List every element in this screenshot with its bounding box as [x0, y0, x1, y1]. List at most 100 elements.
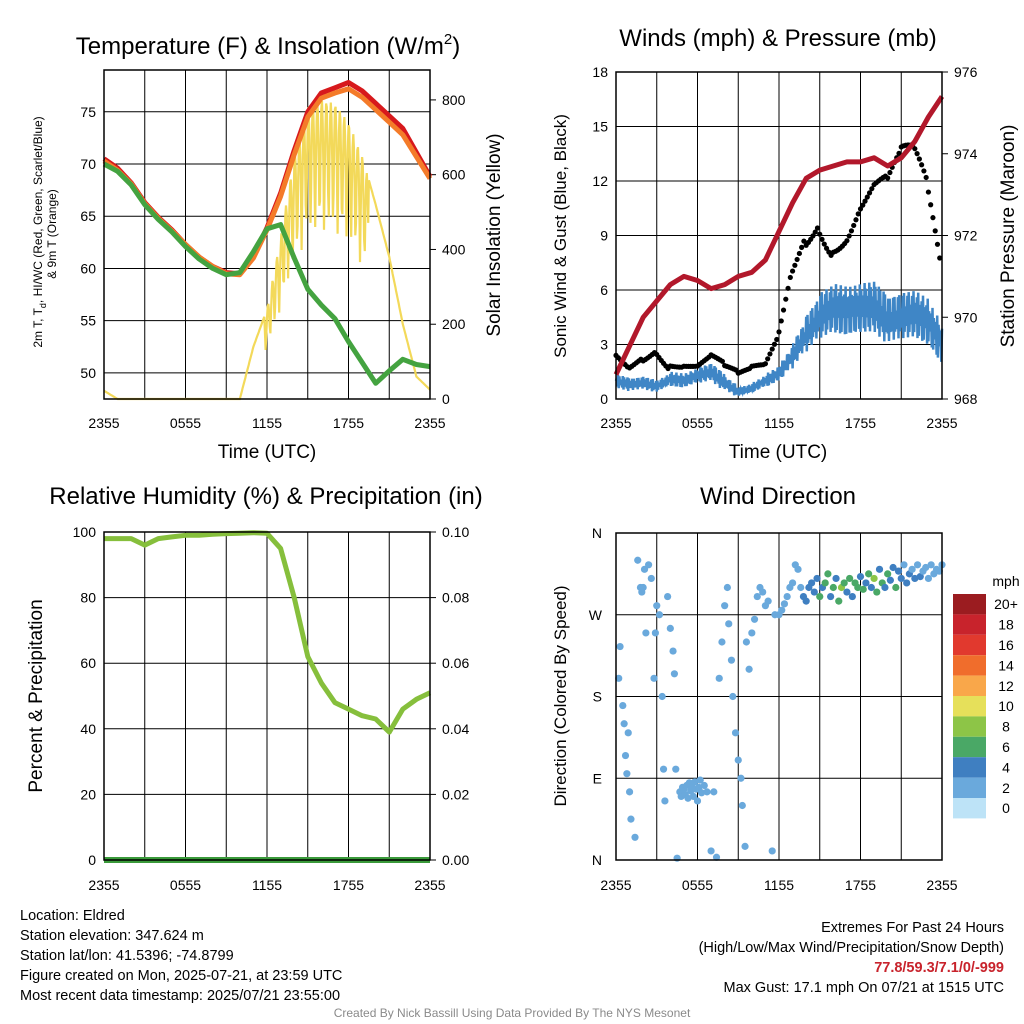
direction-point: [802, 597, 810, 605]
y-tick-label: 0: [600, 391, 608, 407]
direction-point: [862, 579, 870, 587]
direction-point: [639, 583, 647, 592]
y2-tick-label: 0.10: [442, 524, 469, 540]
gust-point: [846, 233, 852, 239]
y2-tick-label: 600: [442, 167, 466, 183]
station-info: Location: Eldred Station elevation: 347.…: [20, 906, 342, 1006]
y-tick-label: 20: [80, 786, 96, 802]
plot-border: [103, 531, 431, 861]
gust-point: [921, 168, 927, 174]
direction-point: [645, 561, 653, 569]
gust-point: [819, 236, 825, 242]
direction-point: [848, 592, 856, 601]
winds-plot: 2355 0555 1155 1755 2355 0 3 6 9 12 15 18 968 970 972 9…: [592, 64, 977, 431]
temperature-ylabel-right: Solar Insolation (Yellow): [484, 133, 505, 336]
x-tick-label: 2355: [600, 415, 631, 431]
y-tick-label: 9: [600, 228, 608, 244]
direction-point: [911, 574, 919, 583]
extremes-title: Extremes For Past 24 Hours: [821, 920, 1004, 936]
y2-tick-label: 800: [442, 92, 466, 108]
x-tick-label: 1155: [764, 415, 794, 431]
x-tick-label: 1155: [764, 877, 794, 893]
plot-border: [615, 532, 943, 861]
direction-point: [873, 588, 881, 596]
humidity-plot: 2355 0555 1155 1755 2355 0 0.00 20 0.02 40 0.04 60 0…: [73, 524, 470, 893]
gust-point: [794, 256, 800, 263]
legend-swatch: [953, 675, 986, 696]
gust-point: [934, 241, 941, 247]
y-tick-label: 0: [88, 852, 96, 868]
y2-tick-label: 200: [442, 316, 466, 332]
gust-point: [885, 175, 891, 181]
gust-point: [774, 336, 780, 343]
direction-point: [696, 776, 704, 784]
direction-point: [619, 701, 627, 710]
y2-tick-label: 0.02: [442, 786, 469, 802]
x-tick-label: 1755: [845, 877, 876, 893]
gust-point: [814, 225, 821, 231]
direction-point: [922, 563, 930, 572]
direction-legend-title: mph: [992, 573, 1019, 589]
direction-point: [821, 579, 829, 587]
direction-point: [731, 729, 740, 737]
direction-point: [808, 579, 816, 587]
y2-tick-label: 970: [954, 309, 978, 325]
y-tick-label: 60: [80, 260, 96, 276]
humidity-title: Relative Humidity (%) & Precipitation (i…: [49, 483, 482, 510]
direction-point: [884, 570, 892, 578]
direction-point: [707, 847, 715, 855]
direction-point: [655, 611, 664, 619]
direction-point: [892, 583, 900, 592]
temperature-xlabel: Time (UTC): [218, 442, 317, 463]
y2-tick-label: 400: [442, 241, 466, 257]
direction-point: [727, 656, 736, 664]
extremes-values: 77.8/59.3/7.1/0/-999: [874, 960, 1004, 976]
direction-point: [691, 778, 699, 786]
direction-point: [615, 674, 623, 682]
legend-swatch: [953, 655, 986, 676]
gust-point: [769, 346, 775, 352]
direction-point: [859, 585, 867, 593]
direction-point: [725, 620, 733, 628]
gust-point: [778, 318, 784, 324]
direction-point: [824, 570, 832, 578]
direction-point: [625, 788, 634, 796]
y-tick-label: E: [593, 770, 602, 786]
y-tick-label: 12: [592, 173, 608, 189]
gust-point: [810, 233, 816, 239]
gust-point: [937, 255, 943, 261]
plot-layer: 2355 0555 1155 1755 235550556065707502004006…: [73, 64, 1018, 893]
y-tick-label: 100: [73, 524, 97, 540]
winds-title: Winds (mph) & Pressure (mb): [619, 25, 936, 52]
y-tick-label: 40: [80, 721, 96, 737]
x-tick-label: 2355: [926, 877, 957, 893]
direction-point: [840, 579, 848, 587]
legend-swatch: [953, 634, 986, 656]
direction-point: [897, 574, 905, 583]
direction-point: [742, 638, 751, 646]
gust-point: [919, 162, 925, 168]
legend-label: 16: [998, 637, 1014, 653]
direction-legend: 20+ 18 16 14 12 10 8 6 4 2 0: [953, 594, 1018, 819]
gust-point: [787, 274, 793, 281]
x-tick-label: 2355: [926, 415, 957, 431]
y-tick-label: 18: [592, 64, 608, 80]
direction-point: [856, 573, 865, 581]
legend-swatch: [953, 798, 986, 819]
gust-point: [869, 186, 875, 192]
gust-point: [864, 194, 870, 200]
temperature-ylabel-1: 2m T, Td, HI/WC (Red, Green, Scarlet/Blu…: [31, 116, 48, 347]
y-tick-label: 55: [80, 313, 96, 329]
y-tick-label: 50: [80, 365, 96, 381]
direction-point: [927, 561, 935, 569]
direction-point: [797, 583, 805, 592]
gust-point: [792, 262, 798, 268]
direction-point: [672, 765, 680, 773]
recent-timestamp: Most recent data timestamp: 2025/07/21 2…: [20, 988, 341, 1004]
gust-point: [776, 329, 782, 335]
direction-point: [900, 561, 908, 569]
legend-swatch: [953, 614, 986, 635]
direction-point: [738, 801, 746, 810]
direction-point: [623, 770, 631, 778]
